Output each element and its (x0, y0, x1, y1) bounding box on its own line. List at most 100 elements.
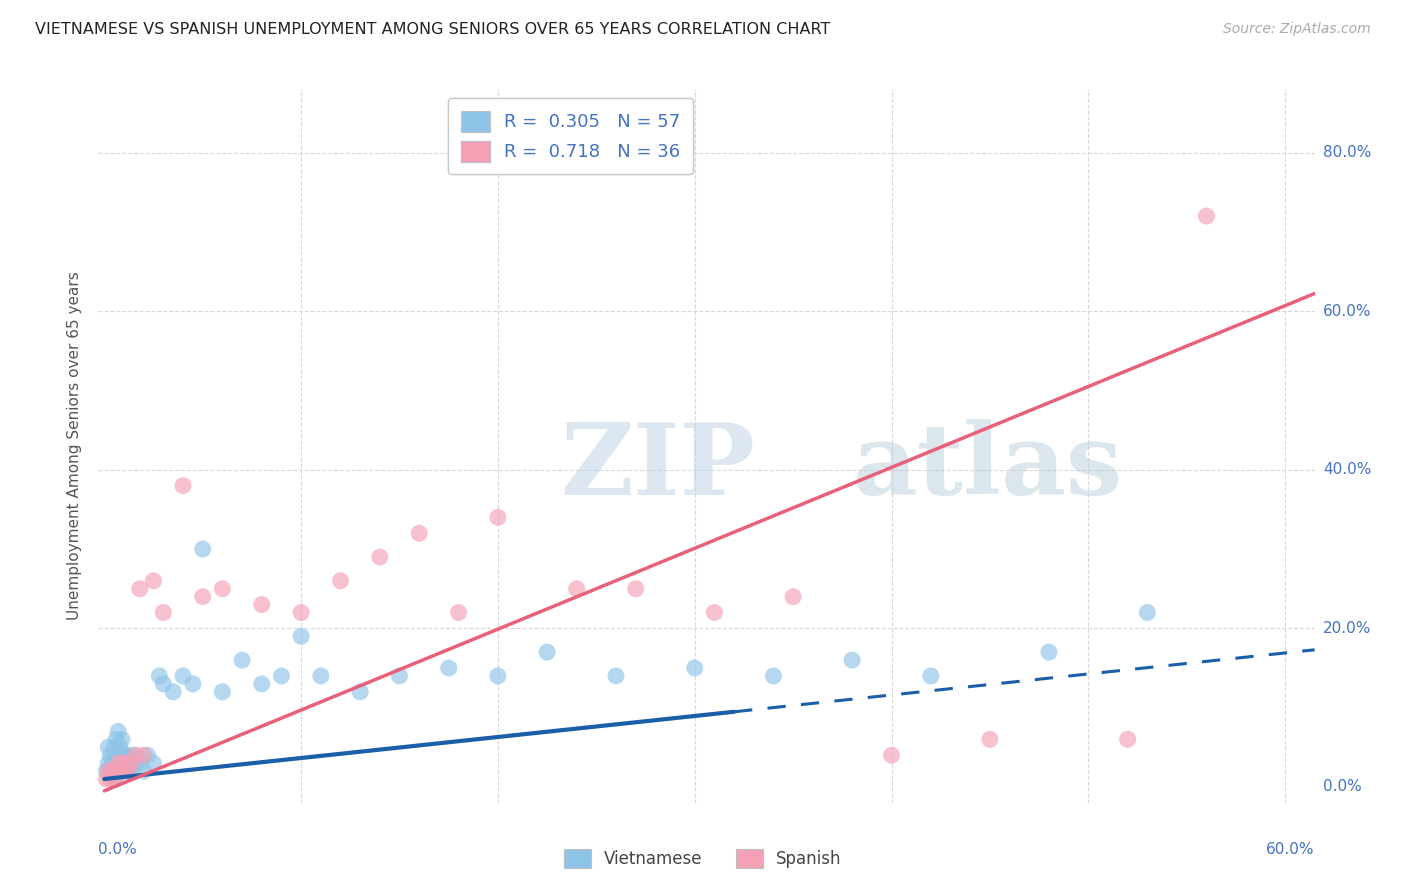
Point (782, 590, 804, 604)
Point (103, 740, 125, 755)
Point (105, 732, 128, 747)
Point (148, 669, 170, 683)
Point (270, 669, 292, 683)
Text: 0.0%: 0.0% (1323, 780, 1361, 795)
Point (211, 582, 233, 596)
Point (162, 685, 184, 699)
Point (408, 526, 430, 541)
Text: VIETNAMESE VS SPANISH UNEMPLOYMENT AMONG SENIORS OVER 65 YEARS CORRELATION CHART: VIETNAMESE VS SPANISH UNEMPLOYMENT AMONG… (35, 22, 831, 37)
Point (96, 764, 118, 778)
Point (979, 732, 1001, 747)
Point (101, 764, 124, 778)
Point (121, 764, 143, 778)
Point (172, 478, 194, 492)
Point (125, 748, 148, 763)
Point (565, 582, 588, 596)
Point (117, 748, 139, 763)
Point (132, 764, 155, 778)
Point (107, 764, 129, 778)
Point (191, 542, 214, 557)
Legend: Vietnamese, Spanish: Vietnamese, Spanish (558, 842, 848, 875)
Point (107, 724, 129, 739)
Point (841, 653, 863, 667)
Point (388, 669, 411, 683)
Point (108, 764, 131, 778)
Point (112, 764, 135, 778)
Point (96, 772, 118, 786)
Legend: R =  0.305   N = 57, R =  0.718   N = 36: R = 0.305 N = 57, R = 0.718 N = 36 (449, 98, 693, 174)
Point (101, 764, 124, 778)
Point (1136, 606, 1159, 620)
Point (108, 740, 131, 755)
Point (172, 669, 194, 683)
Point (152, 677, 174, 691)
Point (368, 549, 391, 564)
Point (1116, 732, 1139, 747)
Point (125, 756, 148, 771)
Point (132, 748, 155, 763)
Point (211, 685, 233, 699)
Point (152, 606, 174, 620)
Point (105, 764, 128, 778)
Point (624, 582, 647, 596)
Point (117, 764, 139, 778)
Point (97, 756, 120, 771)
Point (115, 756, 138, 771)
Y-axis label: Unemployment Among Seniors over 65 years: Unemployment Among Seniors over 65 years (67, 272, 83, 620)
Point (191, 590, 214, 604)
Text: atlas: atlas (852, 419, 1123, 516)
Point (1038, 645, 1060, 659)
Point (136, 748, 159, 763)
Point (142, 574, 165, 588)
Text: Source: ZipAtlas.com: Source: ZipAtlas.com (1223, 22, 1371, 37)
Text: 20.0%: 20.0% (1323, 621, 1371, 636)
Text: 40.0%: 40.0% (1323, 462, 1371, 477)
Point (309, 669, 332, 683)
Point (117, 764, 139, 778)
Point (107, 748, 129, 763)
Point (98, 772, 121, 786)
Point (112, 764, 135, 778)
Text: 60.0%: 60.0% (1267, 842, 1315, 857)
Point (111, 756, 134, 771)
Point (105, 756, 128, 771)
Point (101, 756, 124, 771)
Point (880, 748, 903, 763)
Point (111, 756, 134, 771)
Text: 0.0%: 0.0% (98, 842, 138, 857)
Point (97, 764, 120, 778)
Point (1195, 209, 1218, 223)
Point (290, 629, 312, 643)
Point (703, 606, 725, 620)
Point (683, 661, 706, 675)
Point (486, 510, 509, 524)
Point (115, 756, 138, 771)
Point (105, 772, 128, 786)
Point (250, 677, 273, 691)
Point (349, 685, 371, 699)
Point (128, 582, 150, 596)
Point (97, 740, 120, 755)
Text: 80.0%: 80.0% (1323, 145, 1371, 161)
Point (118, 756, 141, 771)
Point (536, 645, 558, 659)
Point (762, 669, 785, 683)
Point (122, 748, 145, 763)
Point (103, 772, 125, 786)
Point (250, 598, 273, 612)
Point (142, 756, 165, 771)
Point (605, 669, 627, 683)
Point (103, 756, 125, 771)
Point (920, 669, 942, 683)
Point (231, 653, 253, 667)
Point (437, 661, 460, 675)
Point (329, 574, 352, 588)
Point (447, 606, 470, 620)
Point (108, 764, 131, 778)
Text: 60.0%: 60.0% (1323, 303, 1371, 318)
Point (290, 606, 312, 620)
Point (121, 756, 143, 771)
Point (107, 756, 129, 771)
Point (103, 772, 125, 786)
Text: ZIP: ZIP (561, 419, 755, 516)
